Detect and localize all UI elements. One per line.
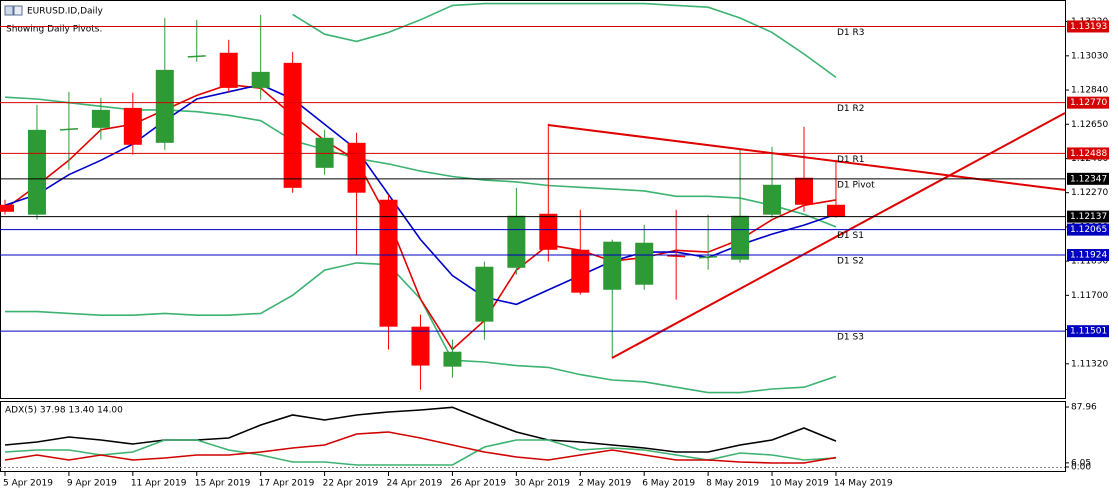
price-tag: [1067, 223, 1109, 236]
candle-body: [763, 184, 782, 215]
main-panel-frame: [0, 0, 1066, 399]
price-tag-label: 1.12137: [1070, 212, 1107, 222]
x-tick-label: 8 May 2019: [706, 479, 759, 489]
price-tag-label: 1.12770: [1070, 98, 1107, 108]
x-tick-label: 6 May 2019: [642, 479, 695, 489]
price-tag: [1067, 96, 1109, 109]
x-tick-label: 17 Apr 2019: [259, 479, 315, 489]
y-tick-label: 1.11890: [1071, 257, 1108, 267]
price-tag: [1067, 249, 1109, 262]
indicator-title: ADX(5) 37.98 13.40 14.00: [5, 406, 123, 416]
candle-body: [507, 215, 526, 268]
y-tick-label: 1.11320: [1071, 359, 1108, 369]
candle-body: [731, 215, 750, 260]
candle-body: [251, 71, 270, 88]
candle-body: [635, 242, 654, 285]
y-tick-label: 1.13030: [1071, 51, 1108, 61]
indicator-line: [4, 431, 837, 464]
pivot-label: D1 S2: [837, 257, 864, 267]
price-tag: [1067, 325, 1109, 338]
candle-body: [826, 204, 845, 217]
y-tick-label: 0.00: [1071, 463, 1091, 473]
price-tag-label: 1.11924: [1070, 251, 1107, 261]
candle-body: [283, 62, 302, 188]
candle-body: [315, 137, 334, 168]
candle-doji: [187, 55, 206, 58]
candle-body: [795, 177, 813, 205]
indicator-line: [4, 83, 837, 351]
x-tick-label: 30 Apr 2019: [514, 479, 570, 489]
pivot-label: D1 S3: [837, 333, 864, 343]
candle-body: [443, 351, 462, 367]
x-tick-label: 2 May 2019: [578, 479, 631, 489]
candle-doji: [699, 255, 718, 259]
price-tag-label: 1.11501: [1070, 327, 1107, 337]
candle-body: [27, 129, 46, 215]
y-tick-label: 1.12270: [1071, 188, 1108, 198]
plot-area: [0, 2, 845, 466]
y-tick-label: 1.12650: [1071, 120, 1108, 130]
pivot-label: D1 Pivot: [837, 180, 875, 190]
y-tick-label: 87.96: [1071, 403, 1097, 413]
candle-body: [603, 241, 622, 290]
x-tick-label: 11 Apr 2019: [131, 479, 187, 489]
price-tag-label: 1.13193: [1070, 22, 1107, 32]
x-tick-label: 15 Apr 2019: [195, 479, 251, 489]
indicator-line: [4, 83, 837, 306]
x-tick-label: 24 Apr 2019: [387, 479, 443, 489]
indicator-line: [4, 439, 837, 466]
y-tick-label: 6.05: [1071, 458, 1091, 468]
x-tick-label: 14 May 2019: [834, 479, 893, 489]
x-tick-label: 9 Apr 2019: [67, 479, 117, 489]
pivot-label: D1 R1: [837, 155, 865, 165]
indicator-panel-frame: [0, 401, 1066, 472]
price-tag-label: 1.12488: [1070, 149, 1107, 159]
candle-body: [0, 204, 14, 212]
candle-doji: [59, 128, 78, 131]
indicator-line: [292, 2, 837, 79]
x-tick-label: 10 May 2019: [770, 479, 829, 489]
candle-body: [123, 107, 142, 145]
candle-body: [347, 142, 366, 193]
symbol-icon: [4, 5, 23, 16]
candle-body: [475, 266, 494, 322]
price-tag: [1067, 20, 1109, 33]
x-tick-label: 5 Apr 2019: [3, 479, 53, 489]
pivot-label: D1 S1: [837, 231, 864, 241]
pivot-label: D1 R2: [837, 104, 865, 114]
chart-subtitle: Showing Daily Pivots.: [6, 25, 102, 35]
price-tag: [1067, 172, 1109, 185]
price-tag-label: 1.12065: [1070, 225, 1107, 235]
candle-body: [571, 249, 590, 293]
candle-body: [539, 213, 558, 250]
price-tag: [1067, 210, 1109, 223]
candle-body: [155, 69, 174, 143]
x-tick-label: 22 Apr 2019: [323, 479, 379, 489]
x-tick-label: 26 Apr 2019: [450, 479, 506, 489]
y-tick-label: 1.11700: [1071, 291, 1108, 301]
indicator-line: [4, 96, 837, 228]
candle-body: [219, 52, 238, 88]
candle-body: [91, 109, 110, 128]
y-tick-label: 1.12840: [1071, 86, 1108, 96]
candle-body: [379, 199, 398, 327]
price-tag: [1067, 147, 1109, 160]
price-tag-label: 1.12347: [1070, 174, 1107, 184]
pivot-label: D1 R3: [837, 28, 865, 38]
candle-doji: [667, 254, 686, 258]
candle-body: [411, 326, 430, 366]
indicator-line: [4, 406, 837, 453]
chart-title: EURUSD.ID,Daily: [27, 7, 104, 17]
